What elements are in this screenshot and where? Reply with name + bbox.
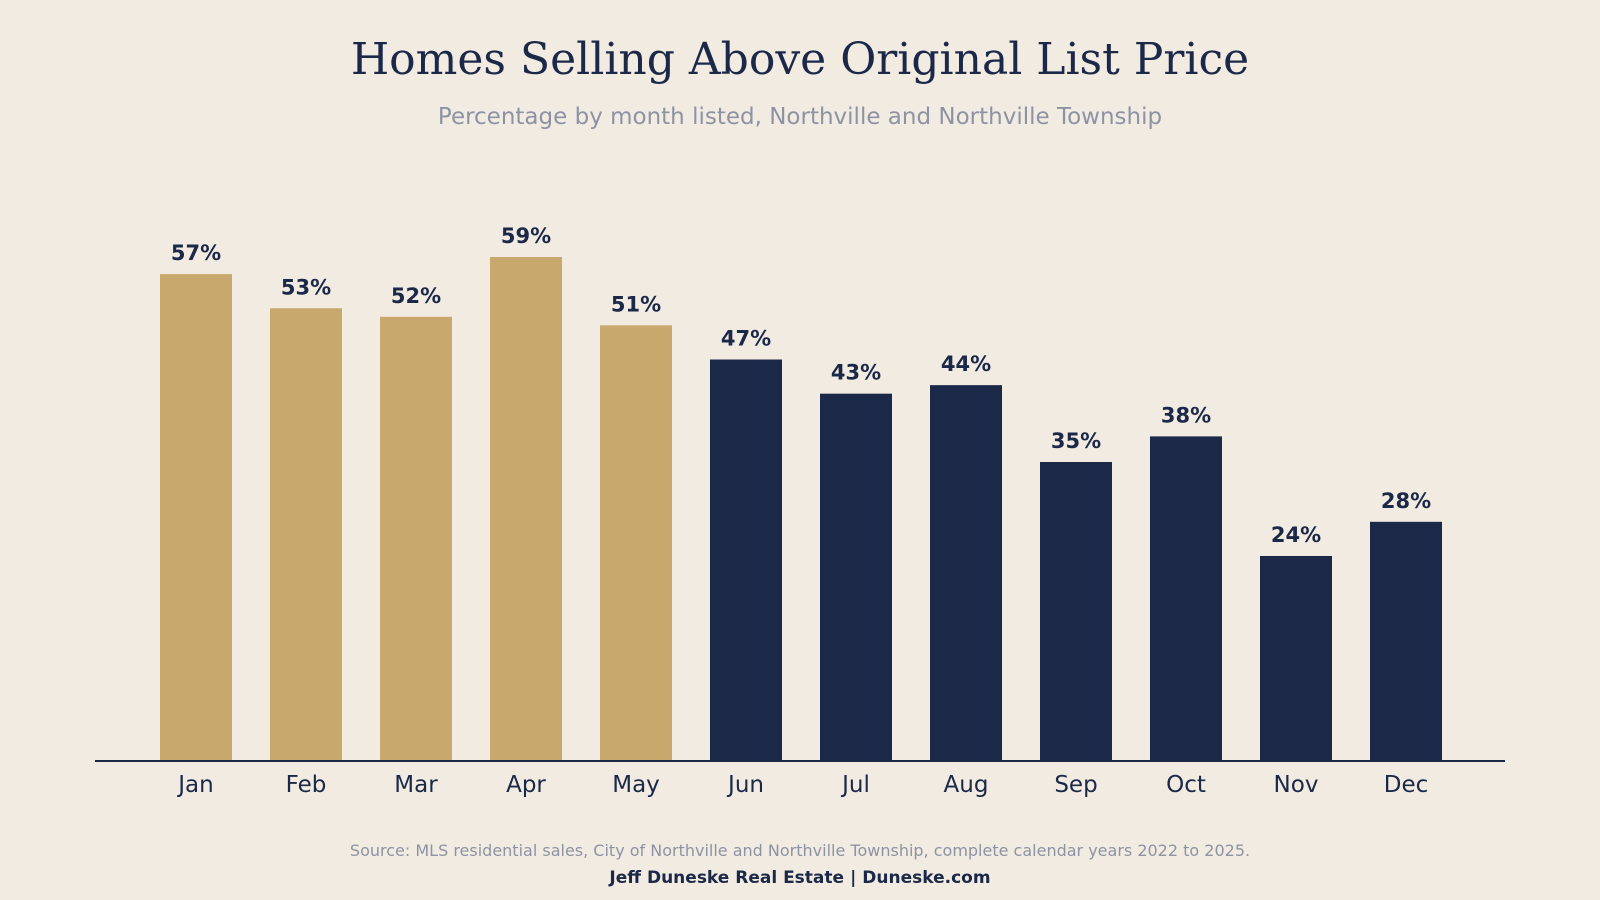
bar-feb	[270, 308, 342, 761]
source-note: Source: MLS residential sales, City of N…	[349, 841, 1251, 860]
x-tick-label-sep: Sep	[1054, 772, 1097, 798]
data-label-sep: 35%	[1051, 429, 1101, 453]
x-tick-label-jul: Jul	[840, 772, 870, 798]
x-tick-label-jun: Jun	[726, 772, 764, 798]
bar-oct	[1150, 436, 1222, 761]
bar-mar	[380, 316, 452, 761]
data-label-feb: 53%	[281, 275, 331, 299]
data-label-dec: 28%	[1381, 489, 1431, 513]
bar-may	[600, 325, 672, 761]
x-tick-label-jan: Jan	[176, 772, 213, 798]
bar-sep	[1040, 462, 1112, 761]
bar-jan	[160, 274, 232, 761]
footer-credit: Jeff Duneske Real Estate | Duneske.com	[0, 868, 1600, 888]
x-tick-label-apr: Apr	[506, 772, 546, 798]
x-tick-label-nov: Nov	[1274, 772, 1319, 798]
footer-separator: |	[850, 868, 857, 888]
data-label-jan: 57%	[171, 241, 221, 265]
bar-aug	[930, 385, 1002, 761]
bar-jun	[710, 359, 782, 761]
data-label-mar: 52%	[391, 284, 441, 308]
footer-website[interactable]: Duneske.com	[862, 868, 991, 888]
data-label-oct: 38%	[1161, 403, 1211, 427]
data-label-jul: 43%	[831, 361, 881, 385]
bar-dec	[1370, 521, 1442, 761]
bar-jul	[820, 393, 892, 761]
data-label-apr: 59%	[501, 224, 551, 248]
bar-nov	[1260, 555, 1332, 761]
x-tick-label-oct: Oct	[1166, 772, 1206, 798]
chart-title: Homes Selling Above Original List Price	[350, 34, 1250, 85]
x-tick-label-aug: Aug	[944, 772, 989, 798]
data-label-aug: 44%	[941, 352, 991, 376]
data-label-may: 51%	[611, 292, 661, 316]
data-label-jun: 47%	[721, 327, 771, 351]
x-tick-label-mar: Mar	[394, 772, 438, 798]
chart-subtitle: Percentage by month listed, Northville a…	[437, 104, 1163, 130]
bar-apr	[490, 257, 562, 761]
x-tick-label-may: May	[612, 772, 660, 798]
x-tick-label-dec: Dec	[1384, 772, 1429, 798]
x-tick-label-feb: Feb	[286, 772, 327, 798]
data-label-nov: 24%	[1271, 523, 1321, 547]
footer-brand: Jeff Duneske Real Estate	[609, 868, 845, 888]
